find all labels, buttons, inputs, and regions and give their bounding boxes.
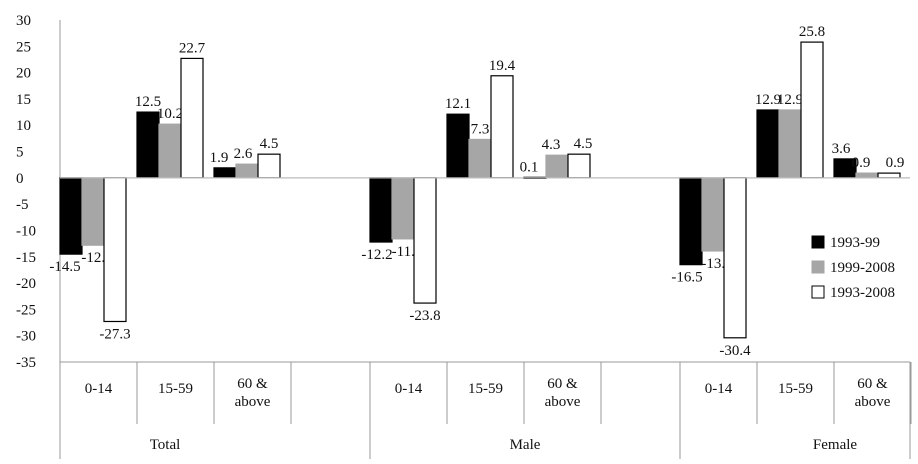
data-label: -12.2 [361,247,392,263]
data-label: 3.6 [832,141,851,157]
data-label: 2.6 [234,146,253,162]
bar-1993-2008-7 [800,41,824,179]
data-label: 4.5 [260,136,279,152]
legend-swatch [811,260,825,274]
data-label: 12.9 [755,92,781,108]
y-tick-label: 25 [16,39,31,55]
bar-1999-2008-7 [778,109,802,179]
y-tick-label: 5 [16,145,24,161]
category-label: 60 & above [855,376,891,410]
data-label: 4.3 [542,137,561,153]
category-label: 15-59 [778,381,813,397]
data-label: 0.9 [886,155,905,171]
y-tick-label: -15 [16,250,36,266]
bar-1993-99-7 [756,109,780,179]
bar-1999-2008-6 [701,177,725,252]
y-tick-label: 10 [16,118,31,134]
bar-1993-99-2 [213,167,237,179]
bar-1993-2008-2 [257,153,281,179]
data-label: 4.5 [574,136,593,152]
bar-1999-2008-2 [235,163,259,179]
bar-1999-2008-8 [855,172,879,179]
category-label: 0-14 [85,381,113,397]
y-tick-label: -25 [16,302,36,318]
data-label: 12.5 [135,94,161,110]
legend-label: 1993-2008 [830,285,895,301]
bar-1993-2008-8 [877,172,901,179]
data-label: -14.5 [49,259,80,275]
y-tick-label: -10 [16,223,36,239]
data-label: 1.9 [210,150,229,166]
bar-1993-99-3 [369,177,393,243]
category-label: 60 & above [235,376,271,410]
data-label: 7.3 [471,121,490,137]
bar-1993-99-6 [679,177,703,266]
y-tick-label: 20 [16,66,31,82]
legend-swatch [811,285,825,299]
category-label: 0-14 [395,381,423,397]
data-label: 12.1 [445,96,471,112]
bar-1993-99-0 [59,177,83,255]
bar-1999-2008-5 [545,154,569,179]
category-label: 0-14 [705,381,733,397]
y-tick-label: -35 [16,355,36,371]
data-label: 0.1 [520,159,539,175]
bar-1993-2008-3 [413,177,437,304]
group-label: Total [150,437,181,453]
y-tick-label: 15 [16,92,31,108]
data-label: -23.8 [409,308,440,324]
data-label: 19.4 [489,58,516,74]
group-label: Male [510,437,541,453]
y-tick-label: 0 [16,171,24,187]
y-tick-label: -30 [16,329,36,345]
y-tick-label: 30 [16,13,31,29]
y-tick-label: -20 [16,276,36,292]
data-label: -27.3 [99,326,130,342]
category-label: 15-59 [158,381,193,397]
legend-label: 1999-2008 [830,260,895,276]
bar-1999-2008-3 [391,177,415,240]
data-label: 0.9 [852,155,871,171]
data-label: 10.2 [157,106,183,122]
bar-1999-2008-4 [468,138,492,179]
y-tick-label: -5 [16,197,29,213]
bar-1993-2008-5 [567,153,591,179]
data-label: 22.7 [179,40,206,56]
data-label: 25.8 [799,24,825,40]
category-label: 15-59 [468,381,503,397]
bar-1993-99-4 [446,113,470,179]
bar-1993-2008-0 [103,177,127,323]
data-label: -16.5 [671,270,702,286]
bar-1993-2008-4 [490,75,514,179]
bar-1999-2008-0 [81,177,105,246]
bar-1999-2008-1 [158,123,182,179]
legend-label: 1993-99 [830,235,880,251]
bar-1993-2008-6 [723,177,747,339]
bar-1993-99-1 [136,111,160,179]
bar-1993-2008-1 [180,57,204,179]
legend-swatch [811,235,825,249]
category-label: 60 & above [545,376,581,410]
data-label: 12.9 [777,92,803,108]
group-label: Female [813,437,857,453]
data-label: -30.4 [719,343,751,359]
